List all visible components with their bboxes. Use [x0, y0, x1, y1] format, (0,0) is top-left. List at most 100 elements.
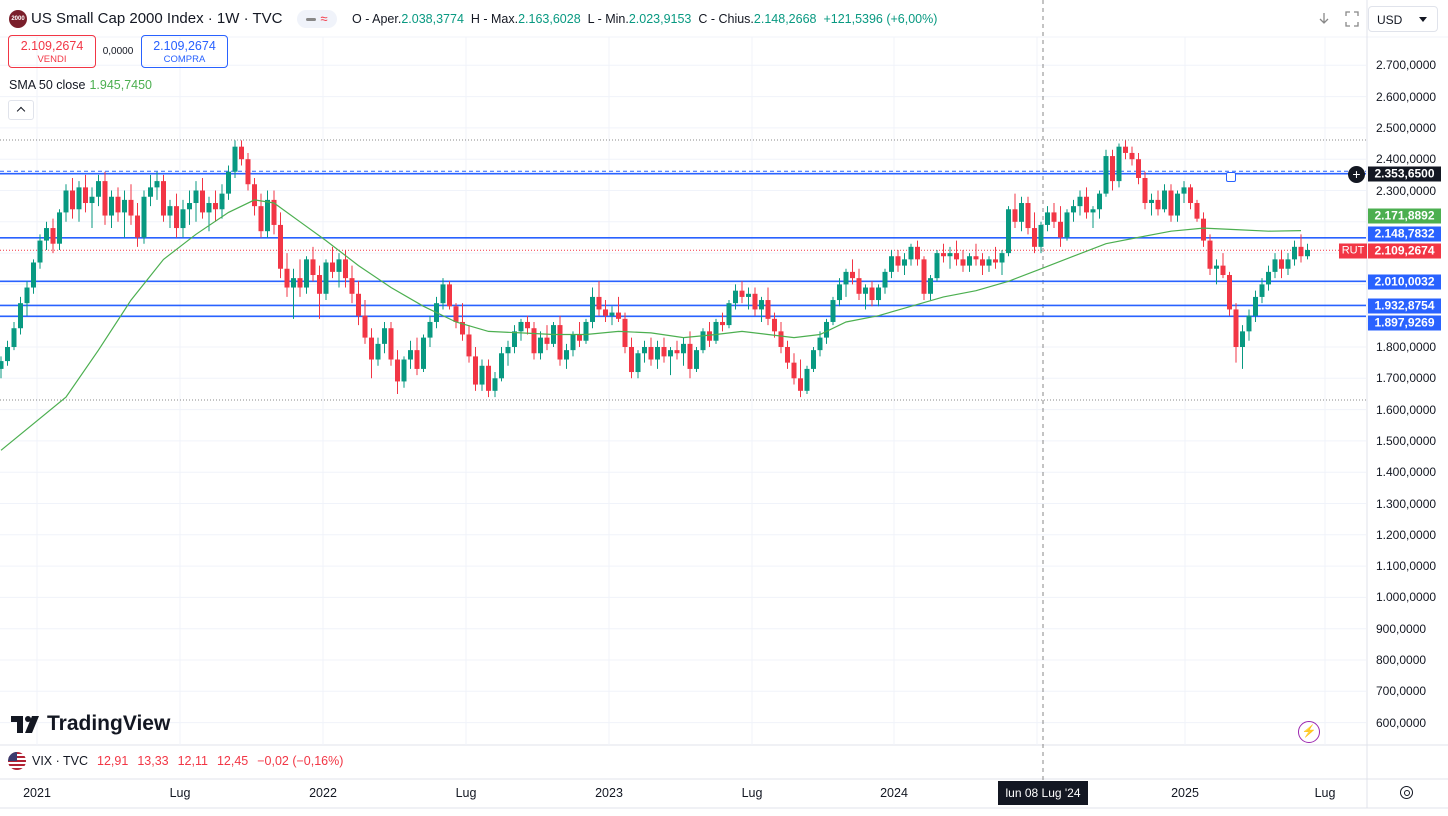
candle-body — [570, 334, 576, 351]
candle-body — [785, 347, 790, 363]
candle-body — [1058, 221, 1063, 238]
sma-legend[interactable]: SMA 50 close 1.945,7450 — [9, 78, 152, 92]
candle-body — [538, 337, 543, 354]
candle-body — [414, 350, 420, 369]
candle-body — [427, 321, 433, 338]
candle-body — [1188, 187, 1193, 204]
candle-body — [1045, 212, 1050, 225]
candle-body — [1006, 209, 1011, 254]
gear-icon[interactable] — [1400, 786, 1413, 799]
candle-body — [1298, 246, 1304, 257]
low-label: L - Min. — [587, 12, 629, 26]
candle-body — [850, 271, 855, 279]
candle-body — [583, 321, 589, 341]
candle-body — [1129, 152, 1135, 160]
candle-body — [713, 321, 719, 341]
candle-body — [408, 350, 413, 360]
sell-button[interactable]: 2.109,2674 VENDI — [8, 35, 96, 68]
candle-body — [973, 256, 979, 260]
candle-body — [759, 300, 764, 310]
candle-body — [1136, 159, 1141, 178]
candle-body — [564, 350, 569, 360]
candle-body — [915, 246, 920, 260]
market-status-pill[interactable]: ≈ — [297, 10, 337, 28]
candle-body — [1077, 196, 1083, 207]
candle-body — [1097, 193, 1102, 210]
candle-body — [31, 262, 36, 288]
vix-high: 13,33 — [137, 754, 169, 768]
candle-body — [1103, 156, 1109, 194]
candle-body — [817, 337, 823, 351]
candle-body — [239, 146, 244, 160]
lightning-icon[interactable]: ⚡ — [1298, 721, 1320, 743]
candle-body — [1240, 331, 1245, 347]
price-tick: 1.200,0000 — [1376, 527, 1437, 542]
time-tick: 2024 — [880, 786, 908, 800]
time-tick: Lug — [1314, 786, 1336, 800]
candle-body — [960, 259, 966, 266]
candle-body — [733, 290, 738, 304]
price-tick: 2.300,0000 — [1376, 183, 1437, 198]
candle-body — [1064, 212, 1070, 238]
price-tick: 2.600,0000 — [1376, 89, 1437, 104]
candle-body — [1071, 206, 1076, 213]
candle-body — [1285, 259, 1291, 269]
candle-body — [863, 287, 868, 294]
spread-value: 0,0000 — [102, 46, 134, 57]
candle-body — [492, 378, 498, 391]
collapse-legend-button[interactable] — [8, 100, 34, 120]
candle-body — [1220, 265, 1226, 276]
candle-body — [161, 181, 166, 216]
symbol-title[interactable]: US Small Cap 2000 Index · 1W · TVC — [31, 10, 283, 27]
download-arrow-icon[interactable] — [1317, 9, 1331, 29]
candle-body — [83, 187, 88, 204]
vix-legend[interactable]: VIX · TVC 12,91 13,33 12,11 12,45 −0,02 … — [8, 752, 343, 770]
candle-body — [57, 212, 62, 244]
candle-body — [837, 284, 842, 301]
buy-button[interactable]: 2.109,2674 COMPRA — [141, 35, 228, 68]
fullscreen-icon[interactable] — [1344, 9, 1360, 29]
candle-body — [1110, 156, 1115, 182]
time-tick: 2021 — [23, 786, 51, 800]
candle-body — [232, 146, 238, 172]
candle-body — [167, 206, 173, 216]
candle-body — [1246, 315, 1252, 332]
candle-body — [1142, 177, 1148, 204]
candle-body — [798, 378, 803, 391]
price-label: 2.353,6500 — [1368, 166, 1441, 182]
candle-body — [941, 253, 946, 257]
candle-body — [271, 199, 277, 225]
price-tick: 1.800,0000 — [1376, 340, 1437, 354]
candle-body — [811, 350, 816, 369]
line-drag-handle[interactable] — [1226, 172, 1236, 182]
change-value: +121,5396 (+6,00%) — [823, 12, 938, 26]
candle-body — [993, 259, 998, 263]
candle-body — [122, 199, 127, 213]
candle-body — [135, 215, 140, 238]
status-dash-icon — [306, 17, 317, 21]
candle-body — [694, 350, 699, 369]
candle-body — [999, 253, 1005, 263]
candle-body — [590, 296, 595, 322]
candle-body — [24, 287, 30, 304]
candle-body — [193, 190, 199, 204]
candle-body — [746, 293, 751, 297]
add-alert-plus-icon[interactable]: + — [1348, 166, 1365, 183]
candle-body — [876, 287, 881, 301]
candle-body — [174, 206, 179, 229]
candle-body — [791, 362, 797, 379]
currency-select[interactable]: USD — [1368, 6, 1438, 32]
candle-body — [499, 353, 504, 379]
candle-body — [258, 206, 264, 232]
crosshair-time-label: lun 08 Lug '24 — [998, 781, 1088, 805]
candle-body — [141, 196, 147, 238]
price-tick: 800,0000 — [1376, 653, 1427, 667]
tradingview-logo[interactable]: TradingView — [11, 712, 170, 736]
candle-body — [967, 256, 972, 266]
candle-body — [336, 259, 342, 272]
sell-price: 2.109,2674 — [20, 39, 84, 53]
candle-body — [603, 309, 608, 316]
candle-body — [830, 300, 836, 322]
candle-body — [421, 337, 426, 369]
